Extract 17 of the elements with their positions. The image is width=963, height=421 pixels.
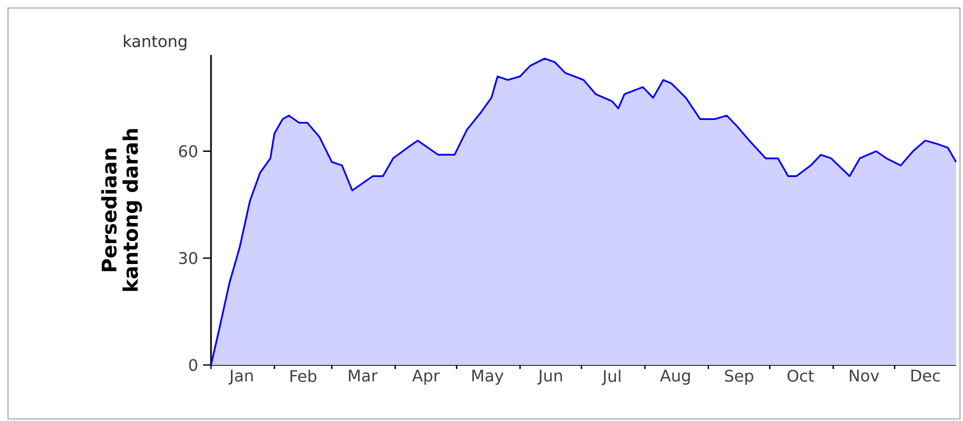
x-tick-label: Dec bbox=[911, 370, 940, 382]
x-tick-label: Jun bbox=[537, 370, 562, 385]
x-tick-label: Feb bbox=[290, 370, 316, 382]
y-tick-label: 60 bbox=[179, 145, 198, 158]
x-tick-label: Apr bbox=[412, 370, 440, 385]
y-axis-title: Persediaan kantong darah bbox=[101, 129, 142, 291]
x-tick-label: Sep bbox=[725, 370, 754, 385]
x-tick-label: Mar bbox=[348, 370, 378, 382]
x-tick-label: Oct bbox=[788, 370, 814, 382]
y-tick-label: 30 bbox=[179, 252, 198, 264]
text: kantong bbox=[124, 34, 186, 50]
x-tick-label: Jul bbox=[602, 370, 620, 386]
x-tick-label: Jan bbox=[228, 370, 253, 385]
x-tick-label: Nov bbox=[850, 370, 880, 382]
y-tick-label: 0 bbox=[189, 358, 198, 372]
x-tick-label: Aug bbox=[660, 370, 690, 385]
x-tick-label: May bbox=[472, 370, 504, 385]
